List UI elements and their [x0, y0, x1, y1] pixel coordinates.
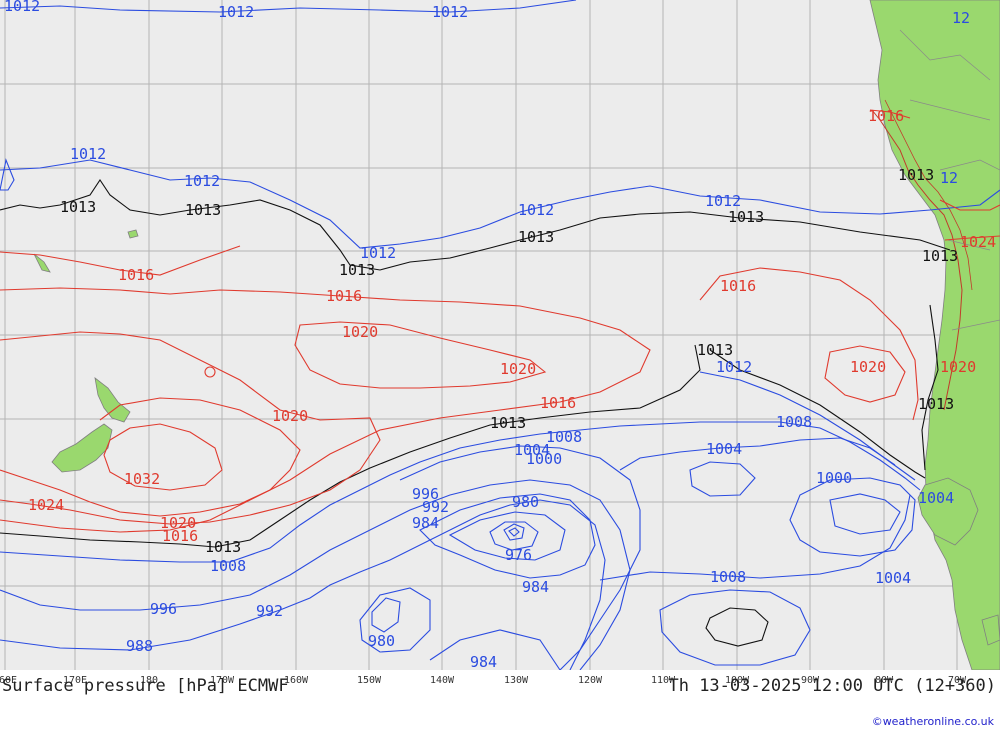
longitude-label: 80W	[875, 675, 894, 686]
isobar-label: 1020	[272, 407, 308, 425]
longitude-label: 110W	[651, 675, 676, 686]
isobar-label: 1004	[918, 489, 954, 507]
isobar-label: 1004	[514, 441, 550, 459]
isobar-label: 1012	[705, 192, 741, 210]
isobar-label: 1016	[540, 394, 576, 412]
longitude-label: 60E	[0, 675, 17, 686]
isobar-label: 1012	[4, 0, 40, 15]
isobar-label: 1013	[60, 198, 96, 216]
longitude-label: 170E	[63, 675, 87, 686]
isobar-label: 1000	[816, 469, 852, 487]
isobar-label: 1020	[342, 323, 378, 341]
isobar-label: 1008	[210, 557, 246, 575]
isobar-label: 1016	[326, 287, 362, 305]
map-title: Surface pressure [hPa] ECMWF	[2, 676, 289, 696]
isobar-label: 1016	[868, 107, 904, 125]
isobar-label: 1024	[960, 233, 996, 251]
isobar-label: 988	[126, 637, 153, 655]
falkland-land	[981, 614, 1000, 646]
isobar-label: 1012	[184, 172, 220, 190]
isobar-label: 992	[256, 602, 283, 620]
isobar-label: 1013	[728, 208, 764, 226]
isobar-label: 1013	[898, 166, 934, 184]
isobar-label: 996	[150, 600, 177, 618]
isobar-label: 1013	[339, 261, 375, 279]
landmasses	[33, 0, 1000, 670]
longitude-label: 100W	[725, 675, 750, 686]
isobar-label: 1012	[218, 3, 254, 21]
longitude-axis: 60E 170E 180 170W 160W 150W 140W 130W 12…	[0, 675, 967, 686]
isobar-labels: 1012 1012 1012 1012 1012 1012 1012 1012 …	[4, 0, 996, 670]
country-borders	[899, 29, 1000, 331]
isobar-label: 1024	[28, 496, 64, 514]
pressure-map: 1012 1012 1012 1012 1012 1012 1012 1012 …	[0, 0, 1000, 670]
credit-link[interactable]: ©weatheronline.co.uk	[871, 715, 994, 728]
isobar-label: 1012	[716, 358, 752, 376]
isobars	[0, 0, 1000, 670]
isobar-label: 1008	[776, 413, 812, 431]
longitude-label: 70W	[948, 675, 967, 686]
andes-terrain	[871, 109, 963, 411]
isobar-label: 1008	[546, 428, 582, 446]
isobar-label: 984	[522, 578, 549, 596]
tierra-del-fuego-land	[917, 477, 979, 546]
isobar-label: 1013	[518, 228, 554, 246]
graticule	[0, 0, 1000, 670]
longitude-label: 150W	[357, 675, 382, 686]
isobar-label: 980	[512, 493, 539, 511]
longitude-label: 180	[140, 675, 158, 686]
isobar-label: 984	[412, 514, 439, 532]
isobar-label: 12	[952, 9, 970, 27]
isobar-label: 980	[368, 632, 395, 650]
isobar-label: 996	[412, 485, 439, 503]
isobar-label: 1032	[124, 470, 160, 488]
isobar-label: 1016	[118, 266, 154, 284]
isobar-label: 1012	[70, 145, 106, 163]
new-zealand-north-island	[94, 377, 131, 423]
longitude-label: 120W	[578, 675, 603, 686]
isobar-label: 976	[505, 546, 532, 564]
isobar-label: 1020	[940, 358, 976, 376]
longitude-label: 140W	[430, 675, 455, 686]
isobar-label: 1013	[922, 247, 958, 265]
valid-time: Th 13-03-2025 12:00 UTC (12+360)	[668, 676, 996, 696]
isobar-label: 1012	[518, 201, 554, 219]
isobar-label: 1020	[500, 360, 536, 378]
longitude-label: 170W	[210, 675, 235, 686]
isobar-label: 1012	[432, 3, 468, 21]
isobar-label: 12	[940, 169, 958, 187]
isobar-label: 984	[470, 653, 497, 670]
isobar-label: 1013	[490, 414, 526, 432]
longitude-label: 130W	[504, 675, 529, 686]
isobar-label: 1013	[697, 341, 733, 359]
isobar-label: 1013	[918, 395, 954, 413]
isobar-label: 1020	[160, 514, 196, 532]
isobar-label: 1016	[720, 277, 756, 295]
isobar-label: 1000	[526, 450, 562, 468]
isobar-label: 1008	[710, 568, 746, 586]
isobar-label: 1016	[162, 527, 198, 545]
isobar-label: 1013	[205, 538, 241, 556]
isobar-label: 1020	[850, 358, 886, 376]
isobar-label: 1004	[875, 569, 911, 587]
isobar-label: 992	[422, 498, 449, 516]
longitude-label: 160W	[284, 675, 309, 686]
fiji-islands	[33, 229, 139, 273]
longitude-label: 90W	[801, 675, 820, 686]
isobar-label: 1013	[185, 201, 221, 219]
isobar-label: 1012	[360, 244, 396, 262]
isobar-label: 1004	[706, 440, 742, 458]
